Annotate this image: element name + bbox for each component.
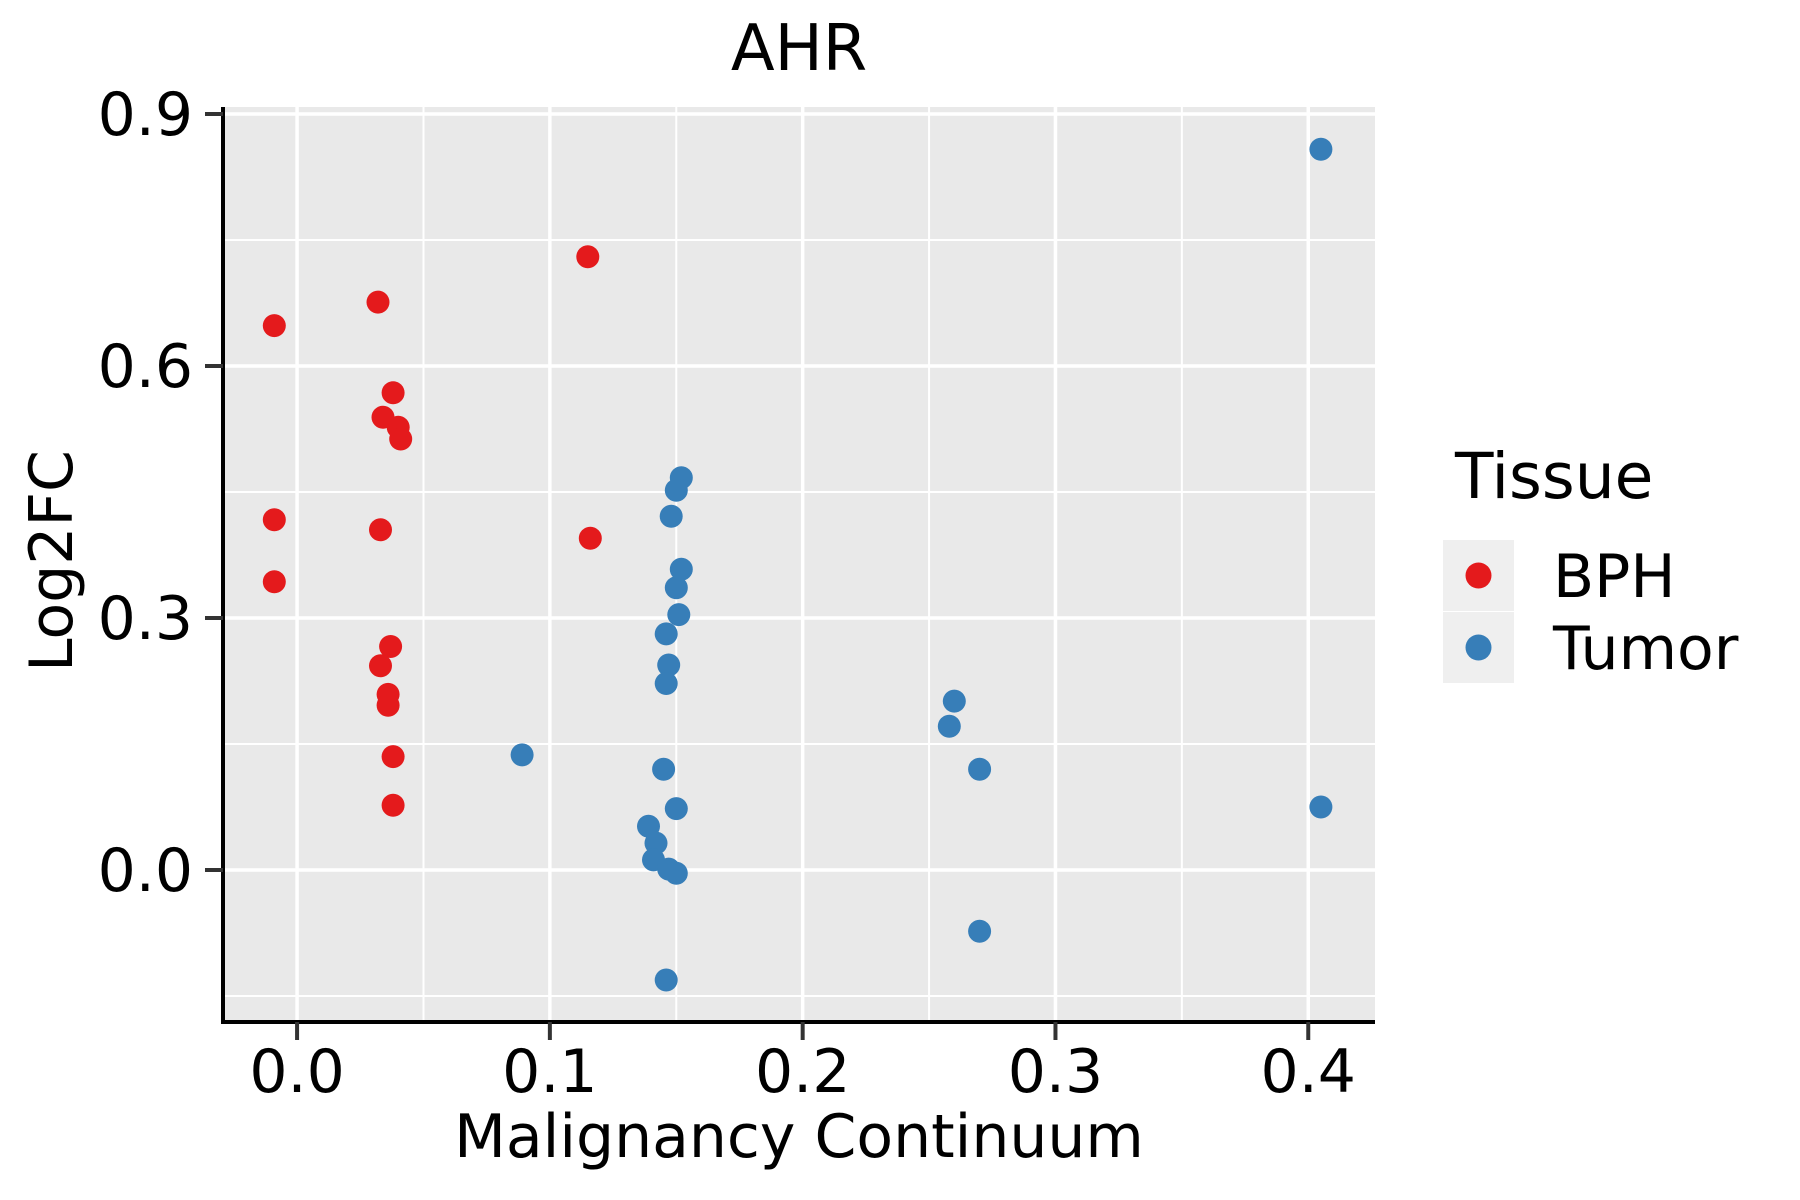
- x-tick-label: 0.0: [249, 1037, 344, 1107]
- legend: Tissue BPH Tumor: [1443, 440, 1739, 684]
- x-tick-label: 0.2: [755, 1037, 850, 1107]
- y-tick-label: 0.9: [98, 80, 193, 150]
- point-tumor: [968, 757, 992, 781]
- y-tick-label: 0.6: [98, 332, 193, 402]
- plot-panel-background: [223, 107, 1375, 1022]
- y-axis-label: Log2FC: [17, 450, 87, 672]
- point-tumor: [1309, 137, 1333, 161]
- axis-tick-marks: [205, 111, 1311, 1040]
- point-tumor: [654, 672, 678, 695]
- minor-gridlines: [223, 107, 1375, 1022]
- legend-label-bph: BPH: [1553, 542, 1675, 612]
- point-bph: [366, 290, 390, 314]
- point-bph: [381, 381, 405, 405]
- data-points: [262, 137, 1333, 992]
- point-tumor: [654, 622, 678, 646]
- point-bph: [262, 314, 286, 338]
- point-tumor: [510, 743, 534, 767]
- legend-marker-bph-icon: [1465, 562, 1492, 589]
- point-tumor: [1309, 795, 1333, 819]
- x-tick-label: 0.1: [502, 1037, 597, 1107]
- point-tumor: [669, 557, 693, 581]
- series-tumor: [510, 137, 1333, 992]
- point-bph: [381, 745, 405, 769]
- point-bph: [379, 635, 403, 658]
- point-tumor: [664, 861, 688, 885]
- point-tumor: [968, 919, 992, 943]
- point-bph: [369, 518, 392, 542]
- point-tumor: [657, 653, 681, 677]
- point-tumor: [652, 757, 676, 781]
- x-axis-label: Malignancy Continuum: [454, 1102, 1144, 1172]
- point-bph: [262, 570, 286, 594]
- point-tumor: [654, 968, 678, 992]
- point-bph: [576, 245, 600, 269]
- point-tumor: [659, 504, 683, 528]
- series-bph: [262, 245, 602, 817]
- point-tumor: [664, 797, 688, 821]
- point-bph: [578, 526, 602, 550]
- y-tick-label: 0.3: [98, 584, 193, 654]
- point-tumor: [664, 576, 688, 600]
- y-tick-label: 0.0: [98, 836, 193, 906]
- point-bph: [376, 693, 400, 717]
- x-tick-label: 0.3: [1008, 1037, 1103, 1107]
- point-tumor: [664, 478, 688, 502]
- point-bph: [369, 654, 392, 678]
- point-bph: [262, 508, 286, 532]
- point-tumor: [937, 714, 961, 738]
- point-tumor: [942, 689, 966, 713]
- point-bph: [381, 793, 405, 817]
- point-bph: [389, 427, 413, 451]
- point-tumor: [667, 603, 691, 627]
- point-tumor: [644, 831, 668, 855]
- legend-label-tumor: Tumor: [1552, 614, 1739, 684]
- major-gridlines: [223, 107, 1375, 1022]
- legend-title: Tissue: [1454, 440, 1653, 513]
- axis-tick-labels: 0.0 0.3 0.6 0.9 0.0 0.1 0.2 0.3 0.4: [98, 80, 1356, 1107]
- x-tick-label: 0.4: [1261, 1037, 1356, 1107]
- plot-title: AHR: [731, 12, 867, 86]
- legend-marker-tumor-icon: [1465, 634, 1492, 661]
